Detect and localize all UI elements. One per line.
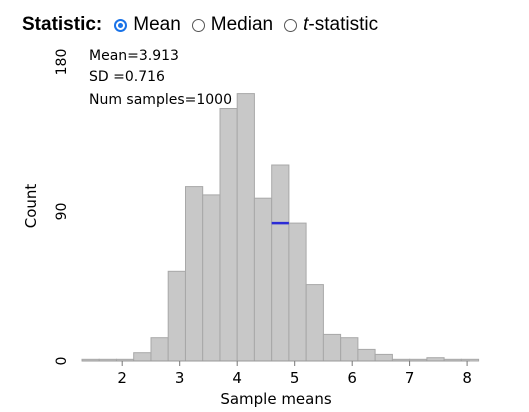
median-radio[interactable] bbox=[191, 18, 205, 32]
x-tick-label-2: 2 bbox=[117, 369, 127, 387]
histogram-bar-5 bbox=[167, 270, 186, 362]
x-axis-ticks: 2 3 4 5 6 7 8 bbox=[117, 361, 472, 387]
x-tick-label-7: 7 bbox=[405, 369, 415, 387]
x-tick-label-4: 4 bbox=[232, 369, 242, 387]
t-statistic-rest-text: -statistic bbox=[308, 14, 379, 35]
y-axis-ticks: 0 90 180 bbox=[54, 49, 70, 366]
t-italic-text: t bbox=[303, 14, 309, 35]
histogram-bar-11 bbox=[271, 164, 290, 362]
histogram-bar-10 bbox=[253, 197, 273, 362]
histogram-bar-17 bbox=[374, 353, 393, 362]
y-tick-label-180: 180 bbox=[54, 49, 70, 76]
x-tick-label-8: 8 bbox=[462, 369, 472, 387]
histogram-bar-4 bbox=[150, 337, 169, 362]
y-axis-label: Count bbox=[22, 184, 40, 229]
histogram-bar-8 bbox=[219, 108, 238, 362]
x-tick-label-6: 6 bbox=[347, 369, 357, 387]
x-tick-label-3: 3 bbox=[175, 369, 185, 387]
y-tick-label-0: 0 bbox=[54, 357, 70, 366]
option-median-label: Median bbox=[210, 14, 274, 35]
histogram-bar-3 bbox=[133, 352, 152, 362]
stats-mean-text: Mean=3.913 bbox=[89, 48, 179, 64]
option-median[interactable]: Median bbox=[191, 14, 274, 36]
option-t-statistic[interactable]: t-statistic bbox=[284, 14, 378, 36]
histogram-bar-6 bbox=[185, 186, 204, 362]
mean-radio[interactable] bbox=[114, 18, 128, 32]
histogram-bar-12 bbox=[288, 222, 307, 362]
option-mean-label: Mean bbox=[133, 14, 181, 35]
option-mean[interactable]: Mean bbox=[114, 14, 181, 36]
histogram-bars bbox=[81, 93, 480, 362]
t-statistic-radio[interactable] bbox=[284, 18, 298, 32]
histogram-bar-9 bbox=[236, 93, 255, 362]
histogram-bar-13 bbox=[305, 284, 324, 362]
histogram-bar-7 bbox=[202, 194, 221, 362]
option-t-statistic-label: t-statistic bbox=[303, 14, 378, 36]
histogram-bar-14 bbox=[322, 333, 342, 362]
histogram-bar-16 bbox=[357, 348, 376, 362]
stats-num-samples-text: Num samples=1000 bbox=[89, 92, 232, 108]
y-tick-label-90: 90 bbox=[54, 203, 70, 221]
statistic-selector: Statistic: Mean Median t-statistic bbox=[22, 12, 389, 38]
statistic-label: Statistic: bbox=[22, 14, 103, 35]
stats-sd-text: SD =0.716 bbox=[89, 69, 165, 85]
histogram-bar-15 bbox=[340, 337, 359, 362]
x-axis-label: Sample means bbox=[220, 390, 332, 408]
x-tick-label-5: 5 bbox=[290, 369, 300, 387]
